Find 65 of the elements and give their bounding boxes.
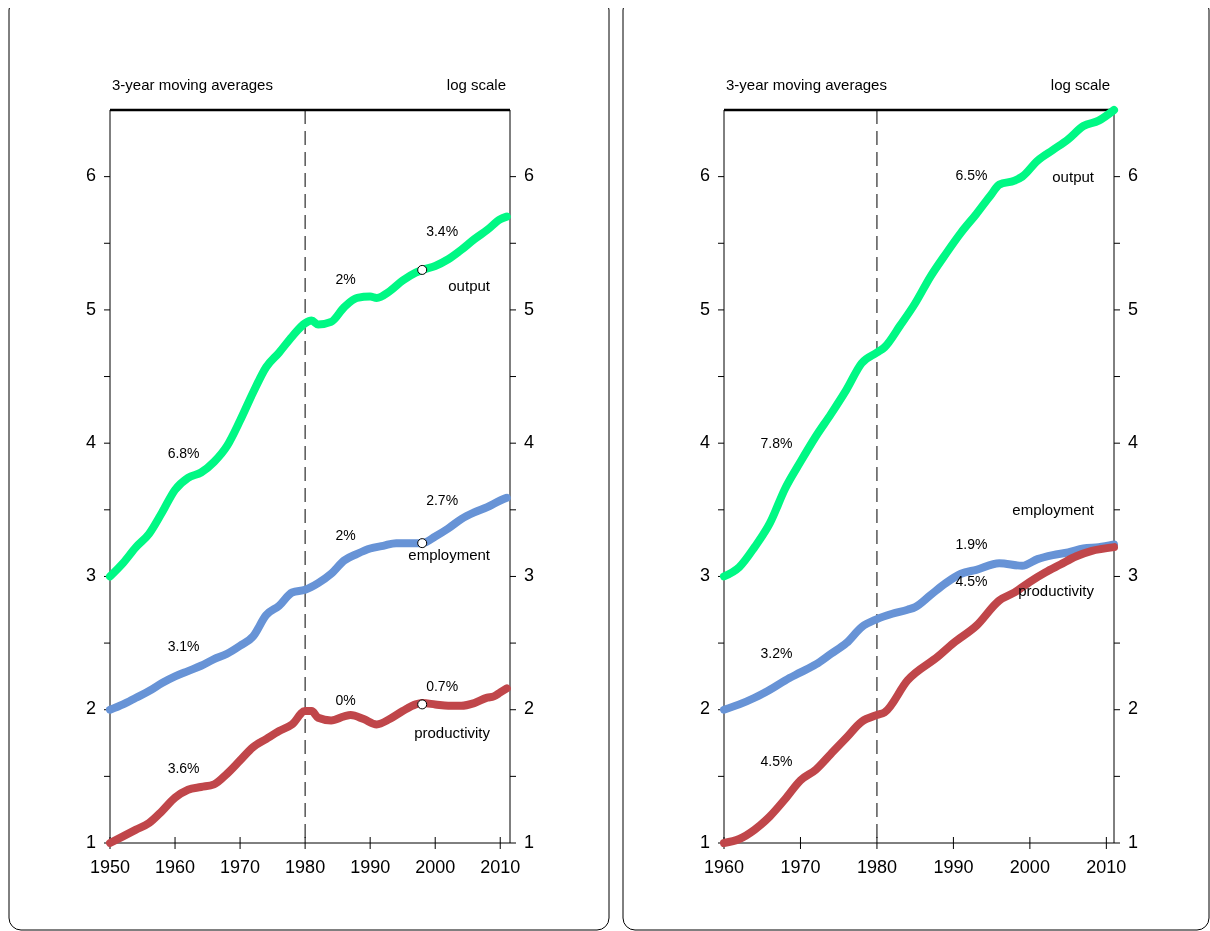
annotation: 2% [335,270,356,287]
series-label: employment [1012,501,1095,519]
annotation: 1.9% [955,535,988,552]
x-tick-label: 2000 [1009,857,1050,877]
annotation: 2% [335,526,356,543]
x-tick-label: 1990 [933,857,974,877]
y2-tick-label: 2 [524,698,535,719]
annotation: 3.4% [426,222,459,239]
x-tick-label: 1980 [285,857,326,877]
series-label: employment [408,546,491,564]
y2-tick-label: 4 [1128,431,1139,452]
y2-tick-label: 5 [524,298,535,319]
x-tick-label: 1970 [780,857,821,877]
y2-tick-label: 6 [524,165,535,186]
y2-tick-label: 1 [1128,831,1139,852]
annotation: 3.6% [167,759,200,776]
x-tick-label: 2010 [1086,857,1127,877]
y-tick-label: 5 [699,298,710,319]
text: log scale [1050,76,1110,93]
y2-tick-label: 6 [1128,165,1139,186]
x-tick-label: 1960 [155,857,196,877]
y-tick-label: 2 [699,698,710,719]
series-label: output [1052,167,1095,185]
annotation: 3.2% [760,645,793,662]
text: log scale [446,76,506,93]
series-label: productivity [1018,582,1095,600]
y-tick-label: 2 [85,698,96,719]
x-tick-label: 1990 [350,857,391,877]
y2-tick-label: 3 [524,565,535,586]
series-label: output [448,277,491,295]
y-tick-label: 1 [85,831,96,852]
annotation: 2.7% [426,491,459,508]
series-label: productivity [414,723,491,741]
y2-tick-label: 1 [524,831,535,852]
y2-tick-label: 4 [524,431,535,452]
y-tick-label: 1 [699,831,710,852]
annotation: 0% [335,691,356,708]
y-tick-label: 6 [85,165,96,186]
y-tick-label: 3 [85,565,96,586]
annotation: 3.1% [167,638,200,655]
x-tick-label: 1970 [220,857,261,877]
x-tick-label: 1950 [89,857,131,877]
x-tick-label: 2000 [415,857,456,877]
point [417,538,428,549]
point [417,699,428,710]
y2-tick-label: 5 [1128,298,1139,319]
annotation: 6.5% [955,166,988,183]
x-tick-label: 1980 [856,857,897,877]
annotation: 6.8% [167,445,200,462]
text: 3-year moving averages [726,76,887,93]
y-tick-label: 4 [85,431,96,452]
point [417,264,428,275]
annotation: 4.5% [955,573,988,590]
annotation: 0.7% [426,678,459,695]
x-tick-label: 1960 [703,857,745,877]
y-tick-label: 3 [699,565,710,586]
y-tick-label: 6 [699,165,710,186]
x-tick-label: 2010 [480,857,521,877]
y2-tick-label: 2 [1128,698,1139,719]
y2-tick-label: 3 [1128,565,1139,586]
text: 3-year moving averages [112,76,273,93]
y-tick-label: 4 [699,431,710,452]
y-tick-label: 5 [85,298,96,319]
annotation: 4.5% [760,753,793,770]
annotation: 7.8% [760,434,793,451]
